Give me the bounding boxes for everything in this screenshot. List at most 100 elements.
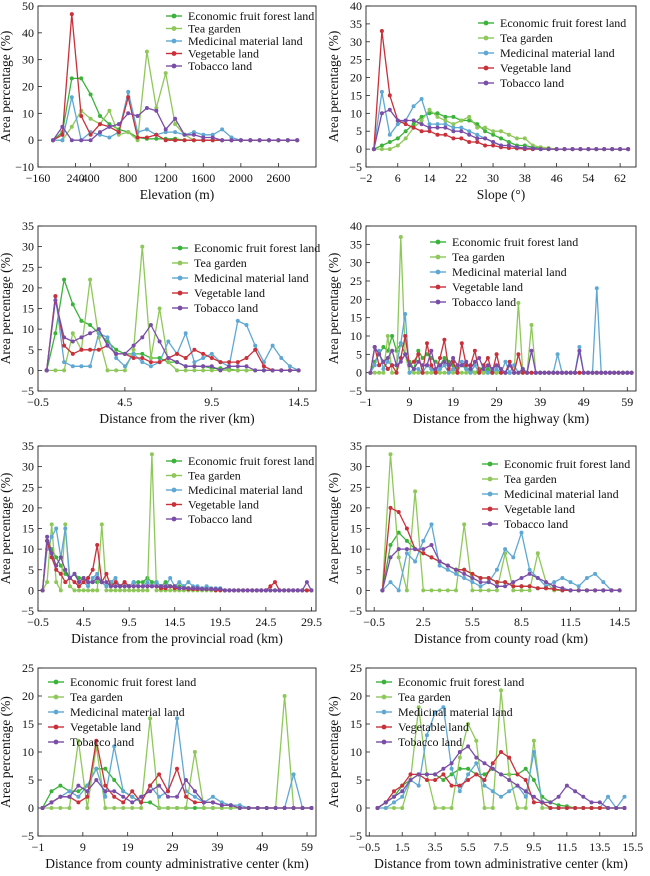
data-point-medicinal-material-land (186, 580, 191, 585)
data-point-vegetable-land (548, 806, 553, 810)
data-point-tobacco-land (481, 367, 486, 371)
data-point-tea-garden (121, 806, 126, 810)
data-point-tobacco-land (154, 108, 159, 113)
data-point-tobacco-land (515, 783, 520, 788)
data-point-tea-garden (529, 323, 534, 327)
data-point-medicinal-material-land (462, 576, 467, 580)
data-point-tobacco-land (570, 147, 575, 152)
data-point-tobacco-land (168, 584, 173, 589)
data-point-medicinal-material-land (475, 132, 480, 137)
data-point-tobacco-land (503, 370, 508, 375)
data-point-tobacco-land (232, 588, 236, 593)
x-tick-label: 4.5 (76, 615, 91, 629)
data-point-tobacco-land (250, 588, 255, 593)
data-point-vegetable-land (520, 370, 525, 375)
data-point-medicinal-material-land (622, 794, 627, 799)
data-point-tea-garden (438, 370, 442, 375)
data-point-vegetable-land (589, 806, 594, 810)
data-point-vegetable-land (112, 794, 117, 799)
data-point-economic-fruit-forest-land (466, 766, 471, 771)
y-tick-label: 40 (22, 26, 34, 40)
data-point-vegetable-land (429, 555, 434, 560)
data-point-tobacco-land (586, 370, 591, 375)
x-tick-label: −0.5 (27, 615, 49, 629)
data-point-tobacco-land (395, 118, 400, 123)
data-point-vegetable-land (451, 136, 456, 141)
legend-marker (171, 51, 177, 56)
data-point-medicinal-material-land (237, 803, 242, 808)
data-point-medicinal-material-land (454, 571, 458, 576)
data-point-tobacco-land (420, 363, 425, 368)
data-point-vegetable-land (116, 130, 121, 135)
data-point-tobacco-land (599, 370, 604, 375)
data-point-tobacco-land (625, 370, 630, 375)
data-point-tobacco-land (246, 806, 251, 810)
legend-marker (487, 461, 493, 467)
data-point-economic-fruit-forest-land (523, 766, 528, 771)
data-point-tobacco-land (441, 766, 446, 771)
data-point-tea-garden (131, 347, 136, 352)
data-point-tobacco-land (435, 125, 440, 130)
data-point-tea-garden (387, 147, 392, 152)
data-point-medicinal-material-land (459, 359, 464, 364)
data-point-tobacco-land (408, 778, 413, 782)
data-point-medicinal-material-land (76, 794, 81, 799)
data-point-tea-garden (404, 588, 409, 593)
data-point-vegetable-land (420, 370, 425, 375)
plot-frame (365, 225, 637, 392)
data-point-tobacco-land (379, 111, 384, 116)
x-tick-label: 7.5 (494, 840, 509, 854)
data-point-vegetable-land (515, 772, 520, 777)
data-point-vegetable-land (182, 138, 187, 143)
legend-marker (381, 739, 387, 745)
x-axis-label: Distance from the highway (km) (413, 411, 589, 426)
data-point-medicinal-material-land (485, 370, 490, 375)
data-point-tea-garden (379, 147, 384, 152)
data-point-vegetable-land (201, 351, 206, 356)
data-point-tea-garden (72, 588, 77, 593)
x-tick-label: −0.5 (358, 840, 380, 854)
x-axis-label: Slope (°) (477, 187, 526, 202)
data-point-economic-fruit-forest-land (114, 347, 119, 352)
data-point-tobacco-land (622, 806, 627, 810)
data-point-economic-fruit-forest-land (53, 331, 58, 336)
data-point-tobacco-land (273, 806, 278, 810)
data-point-medicinal-material-land (427, 122, 432, 127)
data-point-vegetable-land (408, 772, 413, 777)
data-point-tobacco-land (490, 367, 495, 371)
legend-marker (483, 50, 489, 56)
data-point-medicinal-material-land (131, 580, 136, 585)
legend-marker (483, 20, 489, 26)
data-point-tobacco-land (222, 588, 227, 593)
y-tick-label: 30 (350, 460, 362, 474)
y-tick-label: 40 (350, 219, 362, 233)
data-point-vegetable-land (531, 800, 536, 805)
legend-marker (487, 521, 493, 527)
data-point-vegetable-land (76, 800, 81, 805)
data-point-vegetable-land (507, 359, 512, 364)
data-point-tobacco-land (218, 368, 223, 373)
data-point-tobacco-land (609, 588, 614, 593)
data-point-tea-garden (515, 806, 520, 810)
data-point-vegetable-land (425, 341, 429, 346)
data-point-tobacco-land (295, 138, 300, 143)
data-point-tobacco-land (490, 766, 495, 771)
data-point-tea-garden (472, 370, 477, 375)
data-point-medicinal-material-land (67, 789, 72, 794)
data-point-tea-garden (114, 368, 119, 373)
data-point-tobacco-land (268, 588, 273, 593)
data-point-economic-fruit-forest-land (531, 778, 536, 782)
data-point-vegetable-land (523, 778, 528, 782)
data-point-economic-fruit-forest-land (483, 129, 488, 134)
data-point-medicinal-material-land (244, 323, 249, 327)
data-point-tobacco-land (525, 370, 530, 375)
data-point-tobacco-land (416, 772, 421, 777)
data-point-vegetable-land (385, 367, 390, 371)
data-point-tobacco-land (535, 576, 540, 580)
data-point-medicinal-material-land (122, 364, 127, 369)
data-point-tea-garden (157, 806, 162, 810)
data-point-vegetable-land (416, 352, 421, 357)
data-point-medicinal-material-land (421, 538, 426, 543)
